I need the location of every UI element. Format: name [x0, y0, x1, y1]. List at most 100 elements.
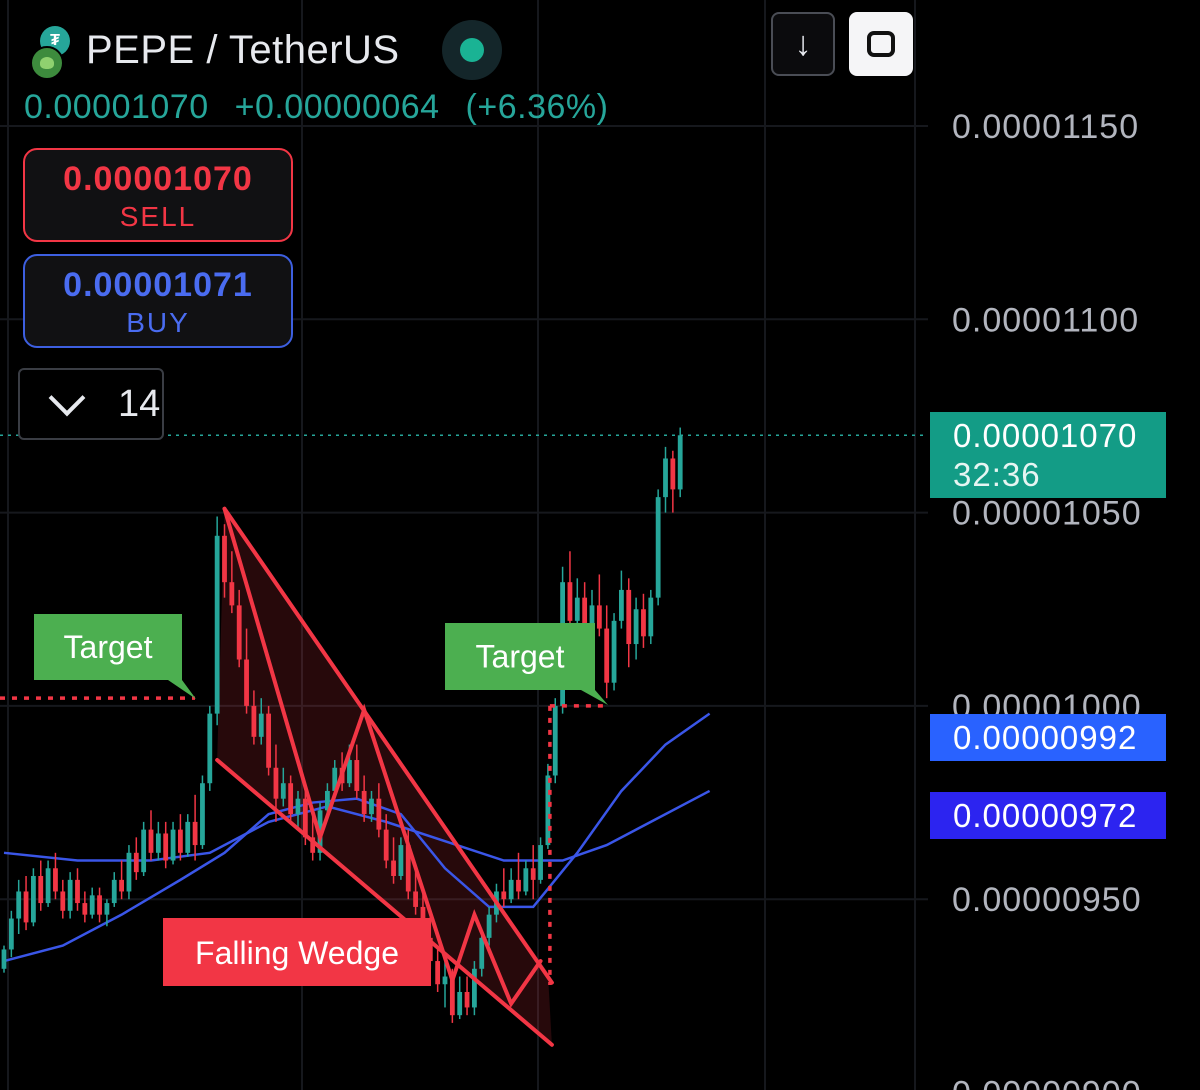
candle-body — [214, 535, 220, 714]
candle-body — [82, 903, 88, 915]
candle — [391, 837, 396, 884]
candle-body — [302, 798, 308, 838]
candle — [633, 597, 639, 660]
candle-body — [200, 783, 205, 846]
candle-body — [258, 713, 264, 737]
candle — [516, 852, 521, 900]
candle — [604, 605, 610, 699]
candle-body — [677, 435, 683, 490]
wedge-label: Falling Wedge — [195, 935, 399, 971]
ma-price-value: 0.00000992 — [953, 719, 1137, 756]
market-status-icon[interactable] — [441, 20, 502, 80]
symbol-title[interactable]: PEPE / TetherUS — [86, 27, 400, 72]
ma-price-value: 0.00000972 — [953, 797, 1137, 834]
candle-body — [633, 609, 639, 645]
candle-body — [310, 837, 316, 853]
candle — [383, 814, 389, 869]
candle-body — [170, 829, 176, 861]
candle — [104, 899, 110, 927]
target-label: Target — [476, 639, 565, 675]
candle-body — [31, 876, 36, 923]
candle-body — [530, 868, 536, 880]
candle — [45, 860, 51, 907]
callout-shape — [34, 614, 196, 699]
candle — [369, 790, 374, 822]
arrow-down-button[interactable]: ↓ — [771, 12, 835, 76]
candle-body — [251, 705, 257, 737]
buy-button[interactable]: 0.00001071 BUY — [23, 254, 293, 348]
candle — [67, 872, 73, 919]
candle — [619, 570, 624, 629]
candle — [178, 814, 183, 861]
target-label: Target — [64, 629, 153, 665]
current-price-value: 0.00001070 — [953, 417, 1137, 454]
candle — [75, 868, 80, 911]
candle — [244, 628, 249, 714]
candle-body — [398, 845, 404, 877]
candle-body — [23, 891, 29, 923]
current-price-bg — [930, 412, 1166, 498]
candle-body — [369, 798, 374, 815]
candle-body — [347, 760, 352, 784]
candle — [288, 775, 294, 822]
candle — [398, 837, 404, 880]
candle — [354, 744, 360, 799]
candle-body — [538, 845, 543, 880]
candle — [376, 783, 382, 838]
candle — [214, 516, 220, 726]
candle — [479, 930, 485, 977]
candle — [310, 814, 316, 861]
candle-body — [596, 605, 602, 629]
candle-body — [75, 879, 80, 904]
y-axis-tick-label: 0.00001100 — [952, 301, 1139, 339]
candle — [361, 775, 367, 822]
candle-body — [457, 991, 463, 1016]
candle-body — [435, 961, 441, 985]
candle-body — [442, 976, 448, 985]
candle-body — [141, 829, 147, 873]
candle — [508, 868, 514, 904]
candle-body — [611, 620, 617, 683]
fullscreen-button[interactable] — [849, 12, 913, 76]
candle-body — [655, 497, 661, 598]
candle-body — [163, 833, 169, 861]
candle-body — [670, 458, 676, 490]
wedge-upper-line — [222, 506, 554, 985]
candle — [148, 810, 154, 861]
candle-body — [479, 937, 485, 969]
wedge-zigzag-line — [222, 506, 543, 1008]
indicator-toggle[interactable]: 14 — [18, 368, 164, 440]
ma-price-label: 0.00000992 — [930, 714, 1166, 761]
candle-body — [472, 968, 477, 1008]
ma-price-bg — [930, 792, 1166, 839]
candle-body — [273, 767, 279, 799]
candle — [126, 845, 132, 900]
candle-body — [222, 535, 227, 583]
candles — [1, 427, 683, 1023]
candle-body — [104, 903, 110, 915]
candle-body — [126, 852, 132, 892]
y-axis-tick-label: 0.00001150 — [952, 108, 1139, 146]
candle-body — [361, 790, 367, 815]
ma-price-label: 0.00000972 — [930, 792, 1166, 839]
candle-body — [45, 868, 51, 904]
change-absolute: +0.00000064 — [234, 88, 440, 126]
candle — [258, 698, 264, 745]
candle-body — [16, 891, 22, 919]
candle — [133, 837, 139, 880]
candle — [472, 961, 477, 1016]
candle — [523, 860, 529, 896]
candle-body — [582, 597, 588, 645]
candle — [413, 868, 418, 915]
candle-body — [508, 879, 514, 900]
candle-body — [236, 605, 242, 660]
candle — [53, 852, 58, 900]
candle — [82, 891, 88, 923]
candle-body — [89, 895, 95, 915]
candle — [185, 814, 191, 857]
candle-body — [1, 949, 7, 969]
wedge-label-bg — [163, 918, 431, 986]
symbol-header: ₮ PEPE / TetherUS — [22, 20, 502, 80]
sell-button[interactable]: 0.00001070 SELL — [23, 148, 293, 242]
